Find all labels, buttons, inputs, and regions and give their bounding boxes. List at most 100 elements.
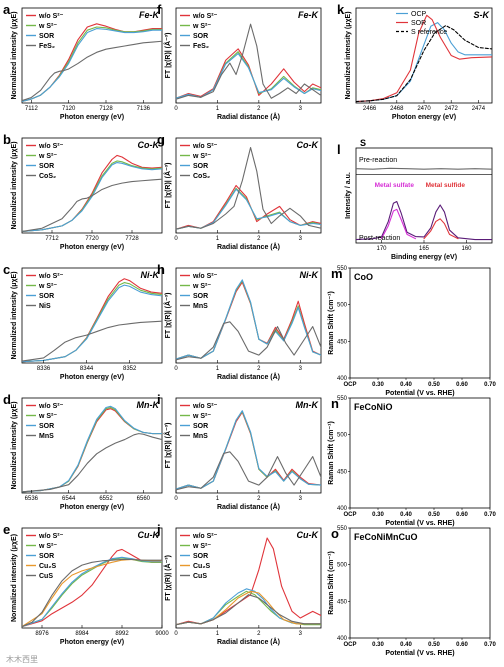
series-group bbox=[22, 154, 162, 232]
y-axis-label: Normalized intensity (μχE) bbox=[345, 11, 352, 99]
x-axis-label: Radial distance (Å) bbox=[217, 372, 280, 381]
x-tick-label: 9000 bbox=[155, 631, 169, 637]
x-tick-label: 8992 bbox=[115, 631, 129, 637]
plot-area bbox=[175, 527, 322, 629]
series-line-k-2 bbox=[356, 24, 492, 103]
panel-letter: n bbox=[331, 396, 339, 411]
series-group bbox=[22, 548, 162, 628]
series-line-j-4 bbox=[176, 594, 321, 626]
panel-l: 170 165 160 Binding energy (eV) Intensity / … bbox=[337, 138, 493, 261]
x-axis-label: Potential (V vs. RHE) bbox=[385, 650, 454, 657]
legend-label: FeS₂ bbox=[193, 43, 209, 50]
x-tick-label: 6560 bbox=[137, 496, 151, 502]
series-group bbox=[176, 146, 321, 230]
panel-d: 6536 6544 6552 6560 Photon energy (eV) Normal… bbox=[3, 392, 163, 511]
legend-label: CoS₂ bbox=[39, 173, 56, 180]
panel-title: Mn-K bbox=[137, 400, 161, 410]
legend-label: w/o S²⁻ bbox=[192, 273, 218, 280]
legend-label: MnS bbox=[193, 303, 208, 310]
x-tick-label: 0.50 bbox=[428, 642, 440, 648]
panel-letter: d bbox=[3, 392, 11, 407]
plot-area bbox=[21, 137, 163, 234]
y-axis-label: FT |χ(R)| (Å⁻³) bbox=[163, 163, 172, 209]
x-tick-label: 0 bbox=[174, 106, 178, 112]
panel-letter: f bbox=[157, 2, 162, 17]
x-tick-label: 7112 bbox=[25, 106, 39, 112]
x-tick-label: 1 bbox=[216, 631, 220, 637]
y-axis-label: FT |χ(R)| (Å⁻³) bbox=[163, 293, 172, 339]
x-axis-label: Photon energy (eV) bbox=[60, 504, 124, 511]
x-tick-label: 6544 bbox=[62, 496, 76, 502]
panel-title: S-K bbox=[474, 10, 491, 20]
legend-label: FeS₂ bbox=[39, 43, 55, 50]
panel-letter: o bbox=[331, 526, 339, 541]
series-line-b-3 bbox=[22, 178, 162, 232]
x-tick-label: 0.50 bbox=[428, 382, 440, 388]
post-reaction-label: Post-reaction bbox=[359, 235, 400, 242]
series-group bbox=[176, 279, 321, 361]
legend-label: NiS bbox=[39, 303, 51, 310]
y-axis-label: FT |χ(R)| (Å⁻³) bbox=[163, 423, 172, 469]
x-tick-label: 0.50 bbox=[428, 512, 440, 518]
legend-label: SOR bbox=[39, 33, 54, 40]
panel-f: 0 1 2 3 Radial distance (Å) FT |χ(R)| (Å⁻³) f F… bbox=[157, 2, 322, 121]
legend-label: w S²⁻ bbox=[38, 543, 57, 550]
legend-label: w S²⁻ bbox=[38, 153, 57, 160]
legend-label: w S²⁻ bbox=[38, 283, 57, 290]
legend-label: w S²⁻ bbox=[192, 543, 211, 550]
panel-title: Ni-K bbox=[300, 270, 320, 280]
heatmap-frame bbox=[349, 397, 491, 509]
y-tick-label: 400 bbox=[337, 506, 348, 512]
x-tick-label: 2 bbox=[257, 236, 261, 242]
legend-label: SOR bbox=[39, 553, 54, 560]
x-tick-label: 1 bbox=[216, 496, 220, 502]
y-tick-label: 500 bbox=[337, 303, 348, 309]
panel-title: Fe-K bbox=[139, 10, 161, 20]
panel-letter: k bbox=[337, 2, 345, 17]
x-tick-label: 0.70 bbox=[484, 382, 496, 388]
x-tick-label: 2466 bbox=[363, 106, 377, 112]
x-tick-label: 2 bbox=[257, 366, 261, 372]
x-tick-label: OCP bbox=[343, 642, 356, 648]
panels-layer: 7112 7120 7128 7136 Photon energy (eV) Normal… bbox=[3, 2, 496, 657]
legend-label: w/o S²⁻ bbox=[38, 13, 64, 20]
x-axis-label: Photon energy (eV) bbox=[60, 244, 124, 251]
x-tick-label: 1 bbox=[216, 106, 220, 112]
series-line-e-4 bbox=[22, 558, 162, 628]
panel-title: Cu-K bbox=[138, 530, 161, 540]
x-axis-label: Photon energy (eV) bbox=[60, 114, 124, 121]
legend-label: w/o S²⁻ bbox=[38, 533, 64, 540]
legend-label: SOR bbox=[193, 163, 208, 170]
legend-label: w/o S²⁻ bbox=[192, 13, 218, 20]
y-axis-label: Normalized intensity (μχE) bbox=[11, 534, 18, 622]
x-axis-label: Photon energy (eV) bbox=[60, 639, 124, 646]
x-tick-label: 2472 bbox=[445, 106, 459, 112]
x-tick-label: 2474 bbox=[472, 106, 486, 112]
plot-area bbox=[355, 7, 493, 104]
x-tick-label: 0.40 bbox=[400, 512, 412, 518]
x-axis-label: Radial distance (Å) bbox=[217, 637, 280, 646]
panel-letter: i bbox=[157, 392, 161, 407]
panel-title: Co-K bbox=[138, 140, 161, 150]
panel-c: 8336 8344 8352 Photon energy (eV) Normalized… bbox=[3, 262, 163, 381]
series-line-k-1 bbox=[356, 14, 492, 103]
legend-label: w S²⁻ bbox=[38, 23, 57, 30]
legend-label: w S²⁻ bbox=[192, 283, 211, 290]
plot-area bbox=[21, 7, 163, 104]
heatmap-frame bbox=[349, 267, 491, 379]
panel-g: 0 1 2 3 Radial distance (Å) FT |χ(R)| (Å⁻³) g C… bbox=[157, 132, 322, 251]
panel-letter: c bbox=[3, 262, 10, 277]
x-axis-label: Photon energy (eV) bbox=[60, 374, 124, 381]
legend-label: MnS bbox=[193, 433, 208, 440]
panel-letter: b bbox=[3, 132, 11, 147]
y-tick-label: 550 bbox=[337, 266, 348, 272]
legend-label: w S²⁻ bbox=[192, 413, 211, 420]
legend-label: MnS bbox=[39, 433, 54, 440]
legend-label: w/o S²⁻ bbox=[38, 143, 64, 150]
legend-label: w S²⁻ bbox=[192, 23, 211, 30]
panel-letter: g bbox=[157, 132, 165, 147]
panel-title: S bbox=[360, 138, 366, 148]
legend-label: OCP bbox=[411, 11, 427, 18]
x-tick-label: 0.70 bbox=[484, 642, 496, 648]
